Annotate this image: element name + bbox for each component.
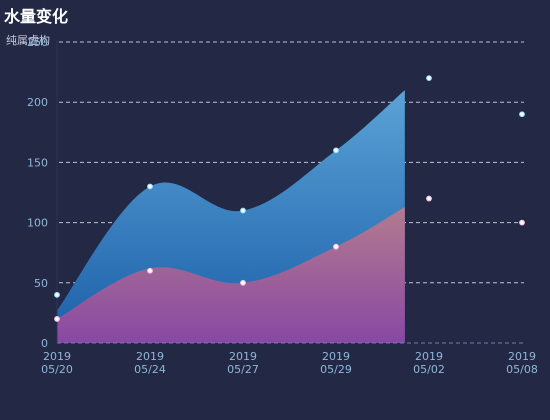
area-layer [57, 90, 405, 343]
series-1-point [54, 291, 60, 298]
series-1-point [426, 75, 432, 82]
series-1-point [240, 207, 246, 214]
chart-subtitle: 纯属虚构 [6, 34, 50, 47]
series-2-point [333, 243, 339, 250]
x-tick-label: 2019 05/29 [320, 350, 352, 376]
series-2-point [519, 219, 525, 226]
y-tick-label: 100 [27, 217, 48, 230]
y-tick-label: 50 [34, 277, 48, 290]
chart-title: 水量变化 [4, 7, 69, 26]
point-layer [54, 75, 525, 322]
series-1-point [519, 111, 525, 118]
series-2-point [240, 279, 246, 286]
series-1-point [147, 183, 153, 190]
series-2-point [426, 195, 432, 202]
y-tick-label: 200 [27, 96, 48, 109]
x-tick-label: 2019 05/08 [506, 350, 538, 376]
series-2-area [57, 206, 405, 343]
series-2-point [54, 316, 60, 322]
axis-layer: 0 50 100 150 200 250 2019 05/20 2019 05/24 2019 05/… [27, 36, 538, 376]
x-tick-label: 2019 05/20 [41, 350, 73, 376]
x-tick-label: 2019 05/24 [134, 350, 166, 376]
y-tick-label: 250 [27, 36, 48, 49]
series-2-point [147, 267, 153, 274]
x-tick-label: 2019 05/27 [227, 350, 259, 376]
x-tick-label: 2019 05/02 [413, 350, 445, 376]
y-tick-label: 150 [27, 156, 48, 169]
y-tick-label: 0 [41, 337, 48, 350]
series-1-point [333, 147, 339, 154]
